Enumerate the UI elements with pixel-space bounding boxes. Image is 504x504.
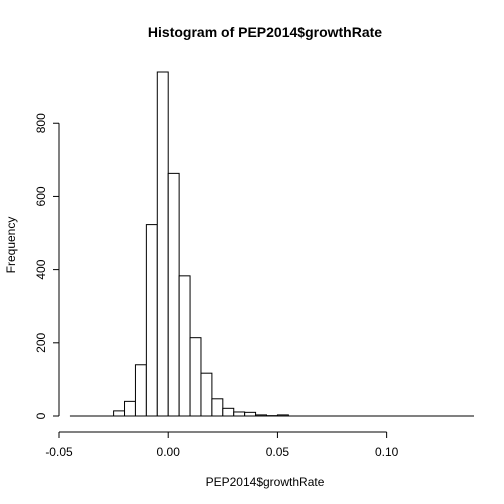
bars-layer bbox=[69, 71, 474, 417]
y-axis-tick-label: 800 bbox=[34, 113, 48, 133]
histogram-bar bbox=[200, 372, 213, 417]
histogram-bar bbox=[156, 71, 169, 417]
histogram-bar bbox=[167, 172, 180, 417]
histogram-bar bbox=[124, 400, 136, 417]
y-axis-title: Frequency bbox=[4, 217, 18, 274]
x-axis-title: PEP2014$growthRate bbox=[206, 475, 325, 489]
y-axis: 0 200 400 600 800 bbox=[34, 113, 60, 419]
y-axis-tick-label: 400 bbox=[34, 259, 48, 279]
histogram-bar bbox=[134, 364, 147, 417]
histogram-bar bbox=[255, 414, 268, 417]
x-axis-tick-label: 0.05 bbox=[266, 445, 290, 459]
histogram-bar bbox=[178, 275, 191, 417]
histogram-bar bbox=[211, 398, 224, 417]
x-axis-tick-label: 0.00 bbox=[157, 445, 181, 459]
x-axis-tick-label: 0.10 bbox=[375, 445, 399, 459]
histogram-bar bbox=[113, 410, 126, 417]
chart-title: Histogram of PEP2014$growthRate bbox=[148, 24, 382, 40]
x-axis: -0.05 0.00 0.05 0.10 bbox=[45, 431, 399, 459]
x-axis-tick-label: -0.05 bbox=[45, 445, 73, 459]
histogram-bar bbox=[222, 407, 235, 417]
y-axis-tick-label: 600 bbox=[34, 186, 48, 206]
histogram-bar bbox=[244, 411, 257, 417]
y-axis-tick-label: 0 bbox=[34, 412, 48, 419]
y-axis-tick-label: 200 bbox=[34, 332, 48, 352]
histogram-bar bbox=[233, 411, 246, 417]
histogram-bar bbox=[145, 224, 158, 417]
histogram-bar bbox=[189, 337, 202, 417]
histogram-bar bbox=[276, 414, 289, 417]
